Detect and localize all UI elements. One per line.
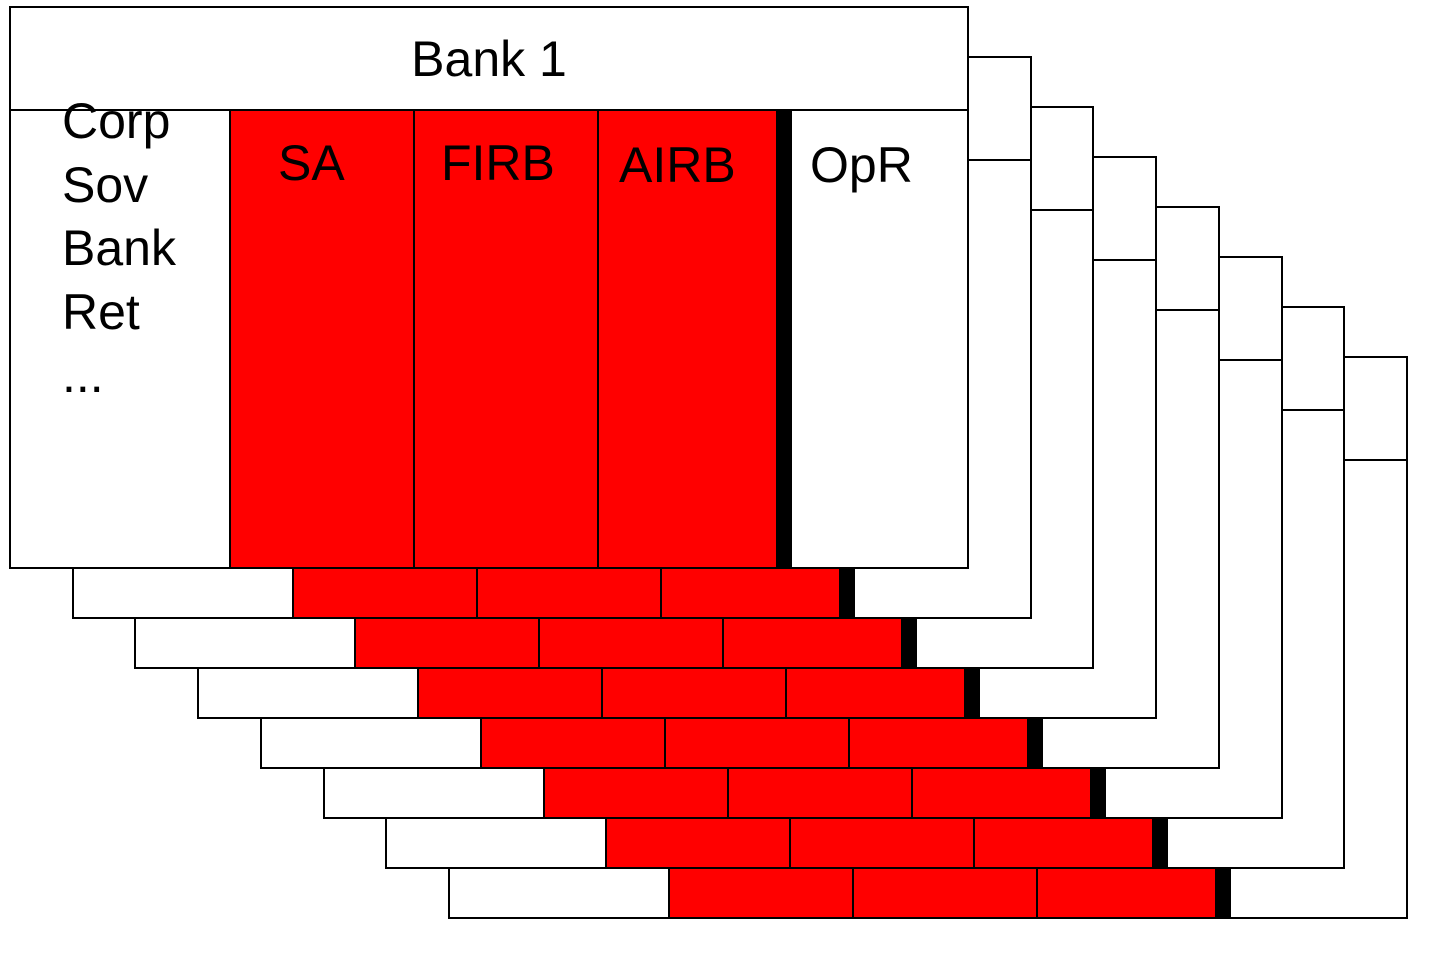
risk-category-list: Corp Sov Bank Ret... [62, 90, 176, 408]
risk-category-item: Corp [62, 93, 171, 149]
risk-category-item: Sov [62, 156, 149, 213]
risk-category-item: Ret [62, 283, 140, 340]
approach-block [229, 109, 780, 569]
approach-airb-label: AIRB [619, 137, 736, 193]
bank-title: Bank 1 [411, 30, 567, 87]
approach-divider [413, 111, 415, 567]
bank-header: Bank 1 [9, 6, 969, 111]
bank-card-front: Bank 1 Corp Sov Bank Ret... SA FIRB AIRB OpR [9, 6, 969, 569]
thick-separator [776, 109, 792, 569]
risk-category-cell [9, 109, 231, 569]
risk-category-item: ... [62, 347, 104, 403]
approach-divider [597, 111, 599, 567]
approach-firb-label: FIRB [441, 135, 555, 191]
opr-cell [790, 109, 969, 569]
approach-sa-label: SA [278, 135, 345, 191]
risk-category-item: Bank [62, 220, 176, 276]
opr-label: OpR [810, 137, 913, 193]
